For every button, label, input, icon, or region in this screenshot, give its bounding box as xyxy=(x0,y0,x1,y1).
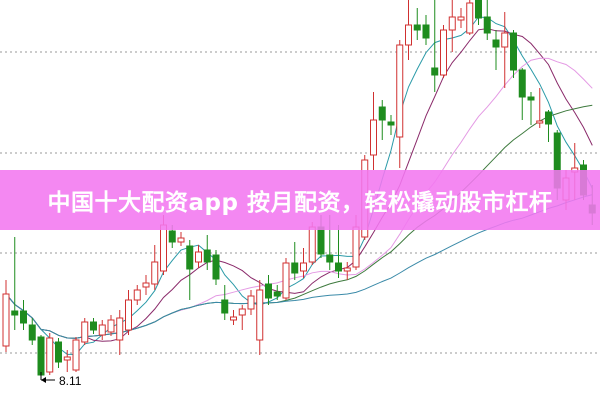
candle-body xyxy=(431,67,439,76)
candle-body xyxy=(28,324,36,341)
candle-body xyxy=(81,321,89,343)
candle-body xyxy=(335,262,342,272)
candle-body xyxy=(11,310,19,316)
candle-body xyxy=(466,2,474,34)
candle-body xyxy=(308,226,316,263)
candle-body xyxy=(151,261,159,285)
candle-body xyxy=(483,16,491,34)
candle-body xyxy=(326,254,334,263)
candle-body xyxy=(142,282,150,288)
candle-body xyxy=(343,267,351,272)
candle-body xyxy=(527,96,535,101)
low-price-label: 8.11 xyxy=(59,374,82,388)
candle-body xyxy=(125,299,132,331)
candle-body xyxy=(405,24,412,46)
candle-body xyxy=(46,337,54,373)
candle-body xyxy=(256,289,264,341)
candle-body xyxy=(501,32,509,48)
candle-body xyxy=(387,121,395,126)
candle-body xyxy=(72,339,80,371)
candle-body xyxy=(300,262,307,272)
candle-body xyxy=(352,226,360,268)
candle-body xyxy=(282,262,290,299)
candle-body xyxy=(492,39,500,48)
banner-title: 中国十大配资app 按月配资，轻松撬动股市杠杆 xyxy=(47,190,553,216)
candle-body xyxy=(448,16,456,31)
candle-body xyxy=(98,324,106,336)
candle-body xyxy=(20,310,27,324)
candle-body xyxy=(291,262,299,274)
candle-body xyxy=(221,299,229,314)
candle-body xyxy=(457,16,465,21)
candle-body xyxy=(247,295,255,310)
candle-body xyxy=(518,69,526,98)
candle-body xyxy=(168,230,176,243)
candle-body xyxy=(440,29,447,76)
candle-body xyxy=(107,319,115,333)
candle-body xyxy=(116,317,124,341)
candle-body xyxy=(230,316,237,321)
candle-body xyxy=(413,24,421,31)
candle-body xyxy=(545,111,552,125)
candle-body xyxy=(90,321,97,331)
candle-body xyxy=(63,356,71,361)
candle-body xyxy=(396,44,404,138)
candle-body xyxy=(317,226,325,255)
candle-body xyxy=(37,336,45,376)
ma10-line xyxy=(5,28,593,342)
candle-body xyxy=(55,341,62,363)
candle-body xyxy=(160,224,167,272)
candle-body xyxy=(273,291,281,297)
candle-body xyxy=(265,283,272,299)
title-banner: 中国十大配资app 按月配资，轻松撬动股市杠杆 xyxy=(0,170,600,230)
candle-body xyxy=(195,251,202,263)
candle-body xyxy=(422,24,430,39)
candle-body xyxy=(133,289,141,301)
candle-body xyxy=(203,249,211,263)
candle-body xyxy=(212,254,220,280)
candle-body xyxy=(2,293,10,347)
candle-body xyxy=(370,119,377,156)
candle-body xyxy=(536,120,544,124)
candle-body xyxy=(510,32,517,71)
candle-body xyxy=(186,245,194,270)
candle-body xyxy=(177,237,185,243)
candle-body xyxy=(475,0,482,19)
candle-body xyxy=(378,106,386,121)
candle-body xyxy=(238,308,246,316)
arrow-head-icon xyxy=(41,377,46,383)
